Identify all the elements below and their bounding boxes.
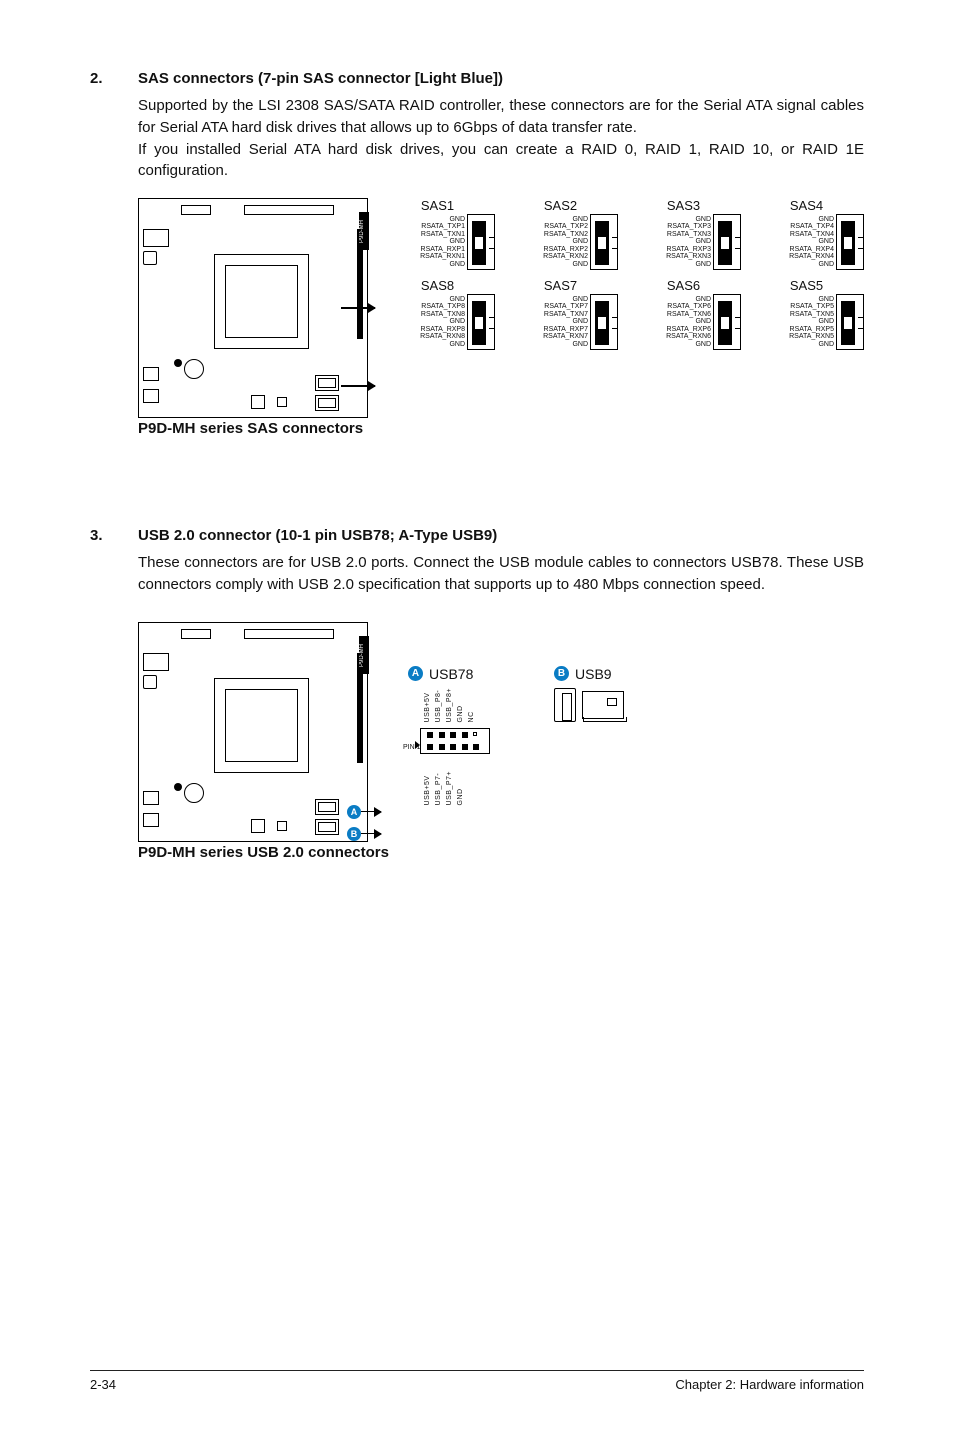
- usb78-name: USB78: [429, 666, 473, 682]
- sas-connector-name: SAS7: [503, 278, 618, 293]
- section-usb: 3. USB 2.0 connector (10-1 pin USB78; A-…: [90, 527, 864, 861]
- section-sas-title: SAS connectors (7-pin SAS connector [Lig…: [138, 70, 503, 87]
- sas-connector-name: SAS1: [380, 198, 495, 213]
- sas-connector: SAS7 GND RSATA_TXP7 RSATA_TXN7 GND RSATA_…: [503, 278, 618, 350]
- sas-connector: SAS5 GND RSATA_TXP5 RSATA_TXN5 GND RSATA_…: [749, 278, 864, 350]
- sas-pin-labels: GND RSATA_TXP4 RSATA_TXN4 GND RSATA_RXP4…: [789, 216, 834, 269]
- usb-diagram: P9D-MH A B A USB78 USB+5VUSB_P8-USB_P: [138, 622, 864, 861]
- pin-label: NC: [468, 688, 475, 722]
- sas-connector: SAS8 GND RSATA_TXP8 RSATA_TXN8 GND RSATA_…: [380, 278, 495, 350]
- motherboard-outline: P9D-MH: [138, 198, 368, 418]
- usb78-top-pins: USB+5V USB_P8- USB_P8+ GND NC: [424, 688, 475, 722]
- usb9-name: USB9: [575, 666, 612, 682]
- sas-pin-labels: GND RSATA_TXP3 RSATA_TXN3 GND RSATA_RXP3…: [666, 216, 711, 269]
- badge-b-icon: B: [554, 666, 569, 681]
- section-usb-header: 3. USB 2.0 connector (10-1 pin USB78; A-…: [90, 527, 864, 544]
- mobo-tag: P9D-MH: [359, 636, 369, 674]
- usb-detail: A USB78 USB+5VUSB_P8-USB_P8+GNDNC PIN 1 …: [408, 666, 624, 778]
- sas-port-icon: [713, 294, 741, 350]
- sas-pin-labels: GND RSATA_TXP5 RSATA_TXN5 GND RSATA_RXP5…: [789, 296, 834, 349]
- sas-pin-labels: GND RSATA_TXP6 RSATA_TXN6 GND RSATA_RXP6…: [666, 296, 711, 349]
- sas-connector: SAS1 GND RSATA_TXP1 RSATA_TXN1 GND RSATA_…: [380, 198, 495, 270]
- sas-connector-name: SAS6: [626, 278, 741, 293]
- pin-label: USB+5V: [424, 771, 431, 805]
- usb78-header: PIN 1: [420, 728, 490, 754]
- pin-label: GND: [457, 688, 464, 722]
- sas-pin-labels: GND RSATA_TXP1 RSATA_TXN1 GND RSATA_RXP1…: [420, 216, 465, 269]
- sas-connector-grid: SAS1 GND RSATA_TXP1 RSATA_TXN1 GND RSATA_…: [374, 198, 864, 418]
- pin-label: USB_P8+: [446, 688, 453, 722]
- pin-label: USB_P7+: [446, 771, 453, 805]
- sas-connector: SAS4 GND RSATA_TXP4 RSATA_TXN4 GND RSATA_…: [749, 198, 864, 270]
- section-sas: 2. SAS connectors (7-pin SAS connector […: [90, 70, 864, 437]
- badge-a-icon: A: [408, 666, 423, 681]
- page-number: 2-34: [90, 1377, 116, 1392]
- usb9-block: B USB9: [554, 666, 624, 778]
- section-usb-num: 3.: [90, 527, 138, 544]
- section-sas-body: Supported by the LSI 2308 SAS/SATA RAID …: [138, 95, 864, 182]
- sas-port-icon: [590, 214, 618, 270]
- sas-port-icon: [467, 294, 495, 350]
- pin-label: USB+5V: [424, 688, 431, 722]
- sas-port-icon: [713, 214, 741, 270]
- section-sas-num: 2.: [90, 70, 138, 87]
- sas-port-icon: [590, 294, 618, 350]
- sas-port-icon: [467, 214, 495, 270]
- sas-p1: Supported by the LSI 2308 SAS/SATA RAID …: [138, 95, 864, 139]
- pin-label: GND: [457, 771, 464, 805]
- sas-pin-labels: GND RSATA_TXP2 RSATA_TXN2 GND RSATA_RXP2…: [543, 216, 588, 269]
- sas-connector-name: SAS2: [503, 198, 618, 213]
- section-usb-title: USB 2.0 connector (10-1 pin USB78; A-Typ…: [138, 527, 497, 544]
- badge-a-icon: A: [347, 805, 361, 819]
- badge-b-icon: B: [347, 827, 361, 841]
- sas-connector-name: SAS3: [626, 198, 741, 213]
- page-footer: 2-34 Chapter 2: Hardware information: [90, 1370, 864, 1392]
- section-usb-body: These connectors are for USB 2.0 ports. …: [138, 552, 864, 596]
- sas-port-icon: [836, 294, 864, 350]
- sas-connector-name: SAS5: [749, 278, 864, 293]
- sas-p2: If you installed Serial ATA hard disk dr…: [138, 139, 864, 183]
- section-sas-header: 2. SAS connectors (7-pin SAS connector […: [90, 70, 864, 87]
- sas-connector: SAS3 GND RSATA_TXP3 RSATA_TXN3 GND RSATA_…: [626, 198, 741, 270]
- usb9-port: [554, 688, 624, 722]
- sas-port-icon: [836, 214, 864, 270]
- sas-pin-labels: GND RSATA_TXP8 RSATA_TXN8 GND RSATA_RXP8…: [420, 296, 465, 349]
- mobo-tag: P9D-MH: [359, 212, 369, 250]
- sas-diagram: P9D-MH SAS1 GND RSATA_TXP1 RSATA_TXN1 GND…: [138, 198, 864, 437]
- pin-label: USB_P8-: [435, 688, 442, 722]
- sas-pin-labels: GND RSATA_TXP7 RSATA_TXN7 GND RSATA_RXP7…: [543, 296, 588, 349]
- chapter-label: Chapter 2: Hardware information: [675, 1377, 864, 1392]
- sas-connector-name: SAS8: [380, 278, 495, 293]
- sas-caption: P9D-MH series SAS connectors: [138, 420, 864, 437]
- motherboard-outline: P9D-MH A B: [138, 622, 368, 842]
- usb-p1: These connectors are for USB 2.0 ports. …: [138, 552, 864, 596]
- pin-label: USB_P7-: [435, 771, 442, 805]
- sas-connector: SAS6 GND RSATA_TXP6 RSATA_TXN6 GND RSATA_…: [626, 278, 741, 350]
- sas-connector-name: SAS4: [749, 198, 864, 213]
- usb78-block: A USB78 USB+5VUSB_P8-USB_P8+GNDNC PIN 1 …: [408, 666, 494, 778]
- usb-caption: P9D-MH series USB 2.0 connectors: [138, 844, 864, 861]
- sas-connector: SAS2 GND RSATA_TXP2 RSATA_TXN2 GND RSATA_…: [503, 198, 618, 270]
- usb78-bot-pins: USB+5V USB_P7- USB_P7+ GND: [424, 771, 464, 805]
- pin1-label: PIN 1: [403, 744, 421, 751]
